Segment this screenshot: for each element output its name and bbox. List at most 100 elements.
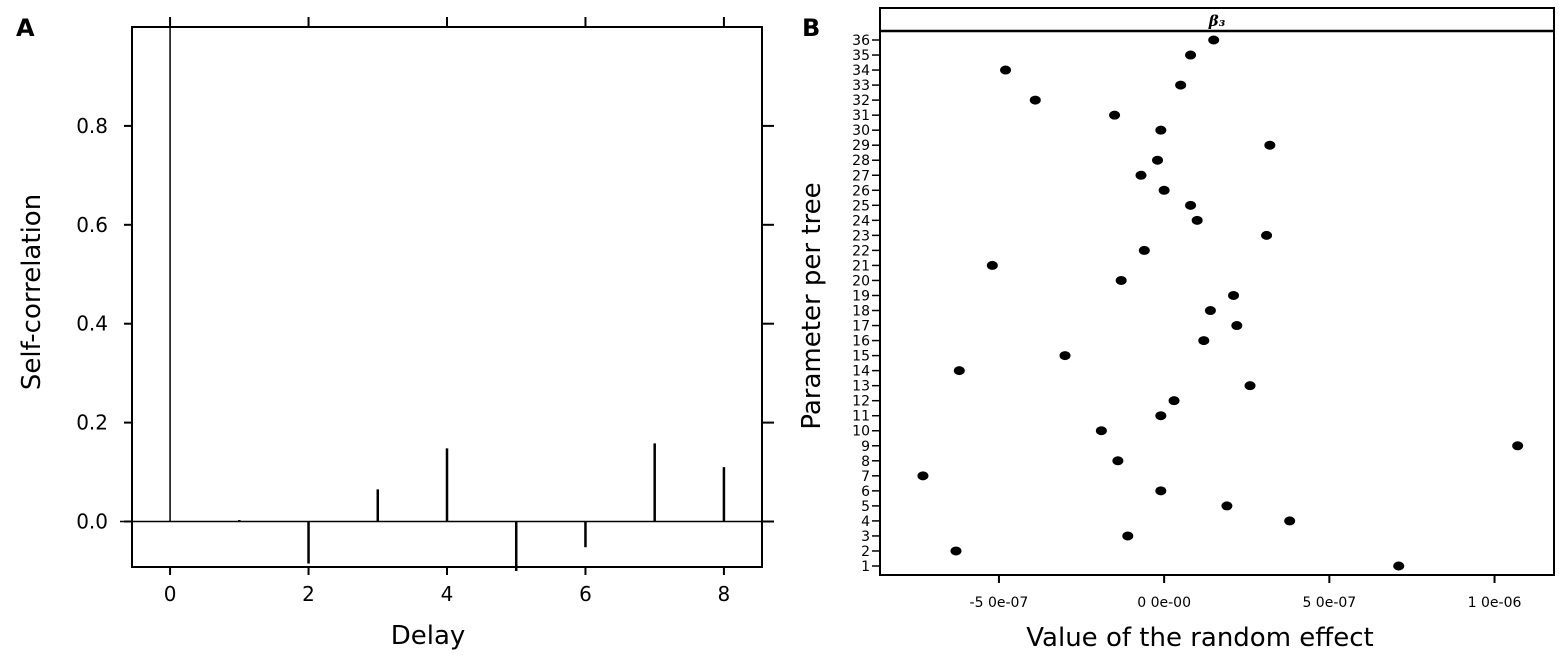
panel-b-point-tree-35 [1185,50,1197,60]
panel-a-xlabel: Delay [391,621,466,651]
panel-b-frame [879,7,1555,576]
panel-b-ytick-label: 35 [852,48,870,64]
panel-b-point-tree-9 [1512,441,1524,451]
panel-b-point-tree-14 [953,366,965,376]
panel-b-ytick-label: 27 [852,168,870,184]
panel-b-xlabel: Value of the random effect [1026,623,1373,653]
panel-a-letter: A [16,14,35,42]
panel-b-point-tree-21 [986,260,998,270]
panel-b-point-tree-28 [1152,155,1164,165]
panel-b-point-tree-23 [1261,230,1273,240]
panel-b-point-tree-12 [1168,396,1180,406]
panel-b-ytick-label: 9 [861,439,870,455]
panel-b-ytick-label: 11 [852,409,870,425]
panel-b-xtick-label: 0 0e-00 [1137,595,1191,611]
panel-b-point-tree-6 [1155,486,1167,496]
panel-b-ytick-label: 24 [852,213,870,229]
panel-b-ytick-label: 31 [852,108,870,124]
panel-b-ytick-label: 19 [852,288,870,304]
panel-b-point-tree-2 [950,546,962,556]
panel-a-xtick-label: 8 [718,582,731,606]
panel-b-ytick-label: 30 [852,123,870,139]
panel-b-ytick-label: 28 [852,153,870,169]
panel-b-point-tree-4 [1284,516,1296,526]
panel-b-xtick-label: 5 0e-07 [1302,595,1356,611]
panel-a-ytick-label: 0.2 [76,411,108,435]
panel-b-ytick-label: 6 [861,484,870,500]
panel-b-point-tree-11 [1155,411,1167,421]
panel-b-point-tree-3 [1122,531,1134,541]
panel-a-ytick-label: 0.6 [76,213,108,237]
panel-b-point-tree-15 [1059,351,1071,361]
panel-a-xtick-label: 2 [302,582,315,606]
panel-b-point-tree-32 [1029,95,1041,105]
panel-b-ytick-label: 22 [852,243,870,259]
panel-b-point-tree-26 [1158,185,1170,195]
panel-b-point-tree-16 [1198,336,1210,346]
panel-a-xtick-label: 4 [441,582,454,606]
panel-b-point-tree-7 [917,471,929,481]
panel-a-xtick-label: 6 [579,582,592,606]
panel-b-point-tree-33 [1175,80,1187,90]
panel-b-strip-label: β₃ [1208,12,1226,30]
panel-b-point-tree-8 [1112,456,1124,466]
panel-b-ytick-label: 14 [852,364,870,380]
panel-b-ytick-label: 26 [852,183,870,199]
panel-b-point-tree-13 [1244,381,1256,391]
panel-b-ytick-label: 3 [861,529,870,545]
panel-b-ytick-label: 25 [852,198,870,214]
panel-b-ytick-label: 1 [861,559,870,575]
panel-b-point-tree-20 [1115,275,1127,285]
panel-b-point-tree-22 [1138,245,1150,255]
panel-b-ytick-label: 2 [861,544,870,560]
panel-b-point-tree-17 [1231,321,1243,331]
panel-b-point-tree-1 [1393,561,1405,571]
panel-a-bars [169,27,726,571]
panel-b: B β₃ -5 0e-07 0 0e-00 5 0e-07 1 0e-06123456… [797,7,1555,653]
panel-b-ytick-label: 20 [852,273,870,289]
panel-b-point-tree-27 [1135,170,1147,180]
panel-b-ytick-label: 33 [852,78,870,94]
panel-b-point-tree-24 [1191,215,1203,225]
panel-b-ytick-label: 8 [861,454,870,470]
panel-b-ytick-label: 15 [852,349,870,365]
panel-b-ytick-label: 4 [861,514,870,530]
panel-b-ytick-label: 7 [861,469,870,485]
panel-b-point-tree-10 [1095,426,1107,436]
panel-b-xtick-label: -5 0e-07 [970,595,1029,611]
panel-b-point-tree-29 [1264,140,1276,150]
panel-b-ylabel: Parameter per tree [797,182,827,429]
panel-b-ytick-label: 17 [852,319,870,335]
panel-b-xtick-label: 1 0e-06 [1468,595,1522,611]
panel-b-point-tree-5 [1221,501,1233,511]
panel-b-ytick-label: 16 [852,334,870,350]
panel-b-ytick-label: 5 [861,499,870,515]
panel-b-ytick-label: 10 [852,424,870,440]
panel-b-ytick-label: 36 [852,33,870,49]
panel-b-point-tree-34 [1000,65,1012,75]
panel-b-point-tree-18 [1204,306,1216,316]
panel-a-ticks: 0 2 4 6 8 0.0 0.2 0.4 0.6 0.8 [76,17,774,606]
panel-a-ytick-label: 0.8 [76,114,108,138]
panel-a-ytick-label: 0.0 [76,510,108,534]
panel-b-ytick-label: 18 [852,304,870,320]
panel-b-letter: B [802,14,820,42]
panel-b-point-tree-36 [1208,35,1220,45]
panel-b-point-tree-25 [1185,200,1197,210]
panel-b-point-tree-19 [1228,290,1240,300]
panel-b-ytick-label: 32 [852,93,870,109]
panel-b-ytick-label: 23 [852,228,870,244]
panel-b-ytick-label: 12 [852,394,870,410]
panel-b-point-tree-31 [1109,110,1121,120]
panel-b-ytick-label: 29 [852,138,870,154]
panel-b-ytick-label: 13 [852,379,870,395]
panel-a-ylabel: Self-correlation [17,194,47,390]
panel-a: A 0 2 4 6 8 0.0 0.2 0.4 0.6 0.8 Delay Self-correl… [16,14,774,651]
panel-b-ytick-label: 21 [852,258,870,274]
panel-b-ticks: -5 0e-07 0 0e-00 5 0e-07 1 0e-0612345678910… [852,33,1521,611]
panel-a-ytick-label: 0.4 [76,312,108,336]
panel-b-points [917,35,1524,571]
panel-b-point-tree-30 [1155,125,1167,135]
panel-a-xtick-label: 0 [164,582,177,606]
